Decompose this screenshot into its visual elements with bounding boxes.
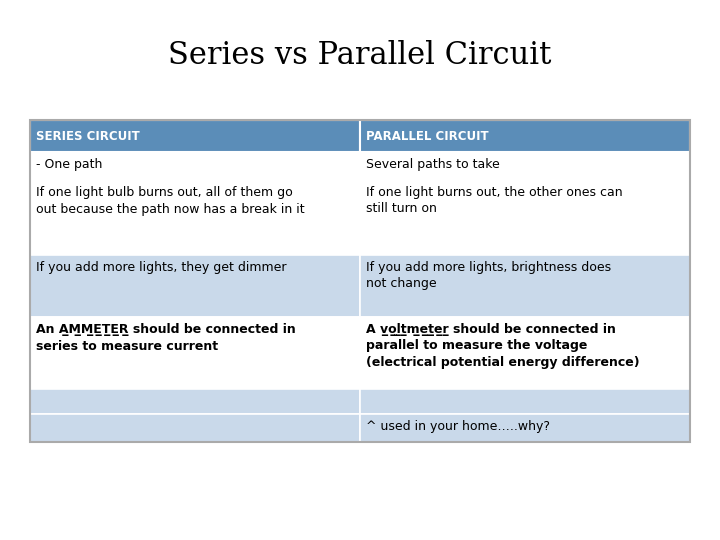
Bar: [360, 180, 690, 255]
Bar: [360, 120, 690, 152]
Text: ^ used in your home…..why?: ^ used in your home…..why?: [366, 420, 550, 433]
Bar: [30, 180, 360, 255]
Text: A v̲o̲l̲t̲m̲e̲t̲e̲r̲ should be connected in
parallel to measure the voltage
(ele: A v̲o̲l̲t̲m̲e̲t̲e̲r̲ should be connected…: [366, 323, 639, 369]
Bar: [30, 120, 360, 152]
Bar: [360, 389, 690, 414]
Text: If you add more lights, brightness does
not change: If you add more lights, brightness does …: [366, 261, 611, 291]
Text: If one light bulb burns out, all of them go
out because the path now has a break: If one light bulb burns out, all of them…: [36, 186, 305, 215]
Bar: [30, 120, 690, 442]
Bar: [30, 317, 360, 389]
Text: If you add more lights, they get dimmer: If you add more lights, they get dimmer: [36, 261, 287, 274]
Text: - One path: - One path: [36, 158, 102, 171]
Text: SERIES CIRCUIT: SERIES CIRCUIT: [36, 130, 140, 143]
Bar: [360, 255, 690, 317]
Text: Series vs Parallel Circuit: Series vs Parallel Circuit: [168, 39, 552, 71]
Bar: [360, 152, 690, 180]
Bar: [30, 414, 360, 442]
Text: Several paths to take: Several paths to take: [366, 158, 500, 171]
Text: If one light burns out, the other ones can
still turn on: If one light burns out, the other ones c…: [366, 186, 623, 215]
Bar: [360, 317, 690, 389]
Bar: [30, 152, 360, 180]
Bar: [30, 255, 360, 317]
Bar: [30, 389, 360, 414]
Text: PARALLEL CIRCUIT: PARALLEL CIRCUIT: [366, 130, 489, 143]
Text: An A̲M̲M̲E̲T̲E̲R̲ should be connected in
series to measure current: An A̲M̲M̲E̲T̲E̲R̲ should be connected in…: [36, 323, 296, 353]
Bar: [360, 414, 690, 442]
